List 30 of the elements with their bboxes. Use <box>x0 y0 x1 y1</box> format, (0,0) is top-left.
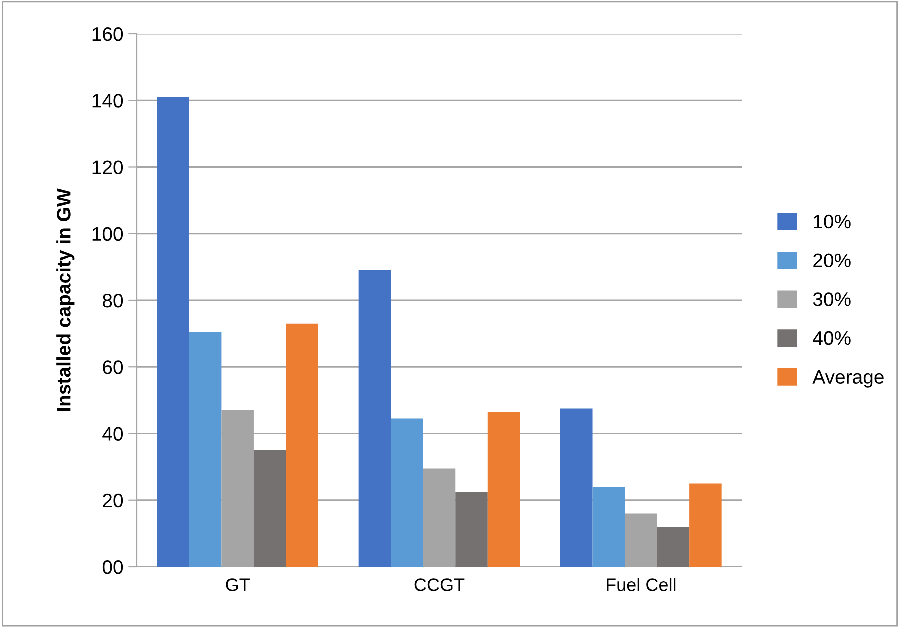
y-axis-title: Installed capacity in GW <box>56 188 75 412</box>
y-tick-label: 100 <box>92 227 124 242</box>
bar <box>358 270 392 567</box>
bar <box>560 408 593 567</box>
y-tick-label: 160 <box>92 27 124 42</box>
legend-label: 40% <box>813 331 851 346</box>
bar <box>657 527 690 567</box>
bar <box>690 484 722 567</box>
x-tick-label: CCGT <box>414 578 465 592</box>
y-tick-label: 120 <box>92 160 124 174</box>
legend-label: Average <box>812 370 884 388</box>
bar <box>456 492 488 567</box>
legend-label: 10% <box>814 214 851 229</box>
y-tick-label: 00 <box>102 560 124 574</box>
bar <box>157 97 190 567</box>
y-tick-label: 20 <box>103 494 124 508</box>
x-tick-label: Fuel Cell <box>607 578 676 592</box>
y-tick-label: 60 <box>103 360 124 374</box>
y-tick-label: 40 <box>102 427 124 441</box>
bar <box>254 450 286 567</box>
legend-label: 20% <box>814 254 851 268</box>
y-tick-label: 140 <box>92 94 124 108</box>
legend-label: 30% <box>813 292 851 306</box>
y-tick-label: 80 <box>103 294 124 308</box>
bar <box>391 418 424 567</box>
bar <box>189 332 222 567</box>
bar <box>592 487 626 567</box>
bar <box>488 412 520 567</box>
bar <box>286 324 318 567</box>
x-tick-label: GT <box>226 578 250 592</box>
